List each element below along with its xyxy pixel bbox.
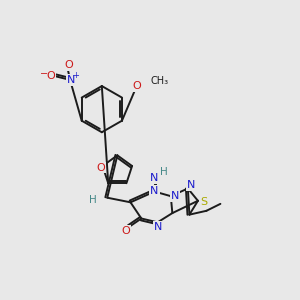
Text: CH₃: CH₃: [151, 76, 169, 86]
Text: O: O: [96, 163, 105, 172]
Text: O: O: [64, 60, 73, 70]
Text: N: N: [170, 191, 179, 201]
Text: H: H: [89, 195, 97, 205]
Text: +: +: [72, 71, 79, 80]
Text: N: N: [150, 173, 159, 184]
Text: O: O: [46, 71, 55, 81]
Text: H: H: [160, 167, 168, 176]
Text: N: N: [67, 75, 75, 85]
Text: O: O: [122, 226, 130, 236]
Text: O: O: [132, 81, 141, 91]
Text: S: S: [200, 197, 207, 207]
Text: N: N: [154, 222, 163, 232]
Text: N: N: [187, 180, 195, 190]
Text: N: N: [150, 186, 159, 196]
Text: −: −: [40, 70, 48, 80]
